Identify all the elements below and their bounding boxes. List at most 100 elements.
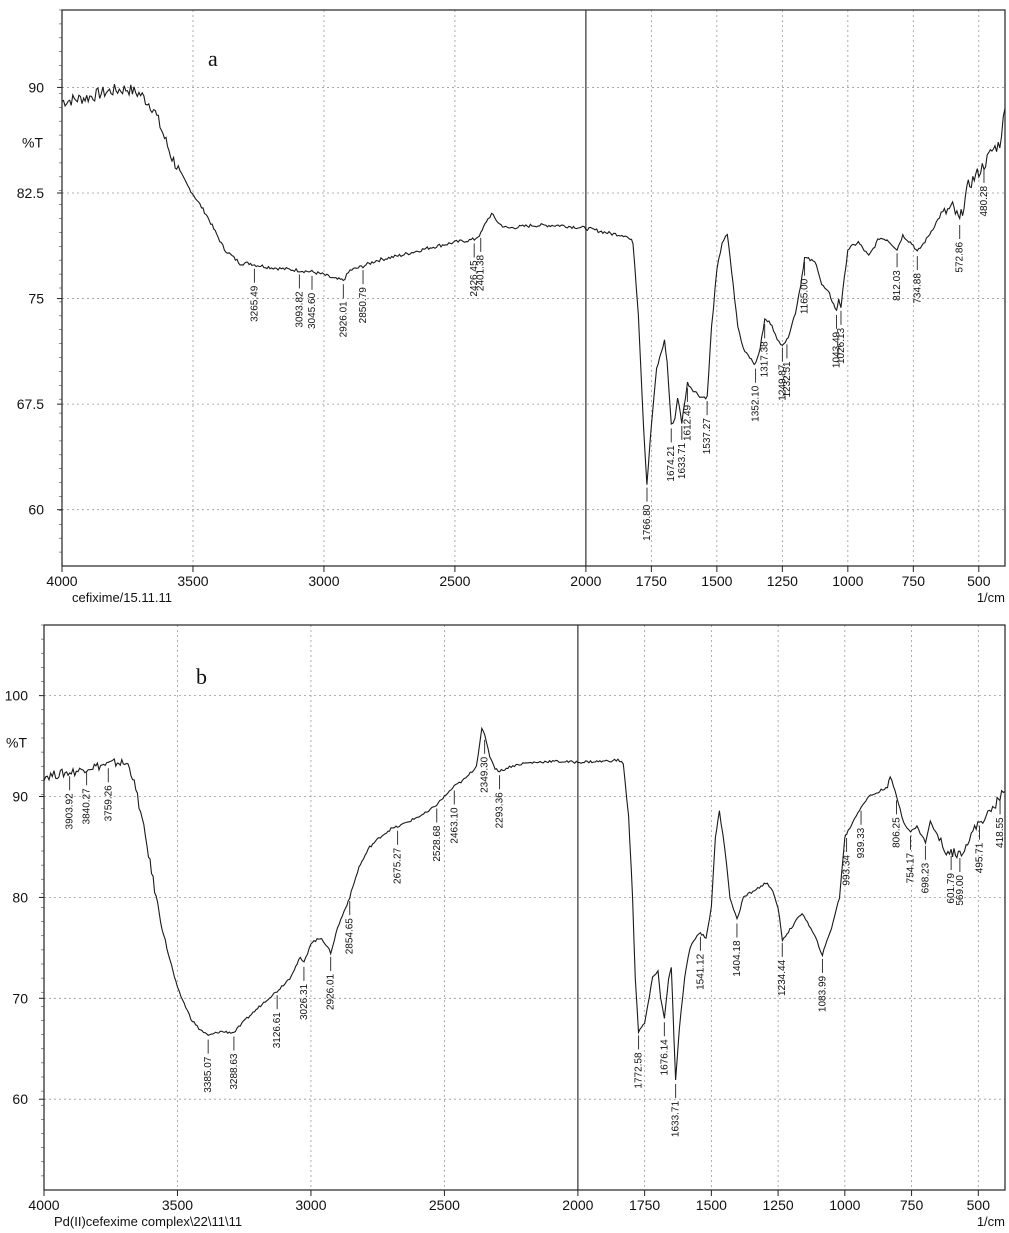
spectrum-trace [43, 726, 1006, 1081]
y-axis-label: %T [6, 735, 27, 751]
peak-label: 2528.68 [432, 825, 443, 862]
peak-label: 1232.51 [782, 361, 793, 398]
peak-label: 2349.30 [480, 756, 491, 793]
peak-label: 3045.60 [307, 292, 318, 329]
peak-label: 1234.44 [777, 959, 788, 996]
peak-label: 1026.13 [836, 327, 847, 364]
y-tick-label: 82.5 [17, 185, 44, 201]
x-tick-label: 3500 [162, 1197, 193, 1213]
peak-label: 3385.07 [203, 1056, 214, 1093]
sample-name-label: cefixime/15.11.11 [72, 590, 172, 605]
peak-label: 480.28 [979, 186, 990, 217]
peak-label: 3840.27 [82, 788, 93, 825]
x-tick-label: 2000 [562, 1197, 593, 1213]
sample-name-label: Pd(II)cefexime complex\22\11\11 [54, 1214, 242, 1229]
plot-frame [43, 624, 1006, 1191]
peak-label: 2293.36 [495, 792, 506, 829]
x-tick-label: 4000 [28, 1197, 59, 1213]
peak-label: 734.88 [912, 273, 923, 304]
spectrum-trace [61, 83, 1006, 485]
x-tick-label: 1500 [696, 1197, 727, 1213]
peak-label: 806.25 [892, 817, 903, 848]
x-unit-label: 1/cm [977, 1214, 1005, 1229]
x-tick-label: 3000 [295, 1197, 326, 1213]
peak-label: 3093.82 [294, 291, 305, 328]
y-tick-label: 80 [12, 889, 28, 905]
peak-label: 1772.58 [634, 1052, 645, 1089]
peak-label: 495.71 [974, 842, 985, 873]
peak-label: 3026.31 [299, 983, 310, 1020]
peak-label: 1633.71 [671, 1101, 682, 1138]
y-tick-label: 75 [28, 291, 44, 307]
peak-label: 1674.21 [666, 445, 677, 482]
x-tick-label: 2500 [429, 1197, 460, 1213]
peak-label: 1612.49 [682, 404, 693, 441]
x-tick-label: 1250 [763, 1197, 794, 1213]
x-unit-label: 1/cm [977, 590, 1005, 605]
y-tick-label: 70 [12, 990, 28, 1006]
peak-label: 3288.63 [229, 1053, 240, 1090]
peak-label: 418.55 [995, 817, 1006, 848]
x-tick-label: 3000 [308, 573, 339, 589]
x-tick-label: 2500 [439, 573, 470, 589]
peak-label: 2426.45 [469, 260, 480, 297]
peak-label: 1404.18 [732, 940, 743, 977]
peak-label: 3126.61 [272, 1012, 283, 1049]
y-tick-label: 90 [28, 79, 44, 95]
x-tick-label: 1250 [767, 573, 798, 589]
panel-letter: b [196, 664, 207, 689]
peak-label: 3903.92 [65, 793, 76, 830]
peak-label: 572.86 [955, 242, 966, 273]
x-tick-label: 3500 [177, 573, 208, 589]
y-tick-label: 100 [5, 688, 29, 704]
peak-label: 1043.49 [831, 331, 842, 368]
x-tick-label: 4000 [46, 573, 77, 589]
spectrum-panel-b: 4000 3500 3000 2500 2000 1750 1500 1250 1000 750 5… [5, 624, 1006, 1229]
x-tick-label: 500 [967, 1197, 991, 1213]
x-tick-label: 750 [900, 1197, 924, 1213]
x-tick-label: 500 [967, 573, 991, 589]
x-tick-label: 1000 [832, 573, 863, 589]
y-tick-label: 60 [12, 1091, 28, 1107]
x-tick-label: 1500 [701, 573, 732, 589]
peak-label: 1766.80 [642, 504, 653, 541]
peak-label: 1317.38 [760, 341, 771, 378]
peak-label: 2463.10 [449, 807, 460, 844]
peak-label: 569.00 [955, 875, 966, 906]
x-tick-label: 2000 [570, 573, 601, 589]
peak-label: 698.23 [920, 862, 931, 893]
peak-label: 3759.26 [103, 785, 114, 822]
peak-label: 1352.10 [751, 385, 762, 422]
plot-frame [61, 9, 1006, 567]
peak-label: 2926.01 [338, 301, 349, 338]
peak-label: 2850.79 [358, 287, 369, 324]
peak-label: 812.03 [892, 270, 903, 301]
peak-label: 939.33 [856, 827, 867, 858]
y-tick-label: 67.5 [17, 396, 44, 412]
peak-label: 1537.27 [702, 418, 713, 455]
peak-label: 3265.49 [249, 285, 260, 322]
peak-label: 2401.38 [476, 254, 487, 291]
peak-label: 993.34 [842, 855, 853, 886]
y-tick-label: 90 [12, 789, 28, 805]
x-tick-label: 750 [902, 573, 926, 589]
peak-label: 1541.12 [695, 953, 706, 990]
spectrum-panel-a: 4000 3500 3000 2500 2000 1750 1500 1250 1000 750 5… [17, 9, 1006, 605]
x-tick-label: 1000 [829, 1197, 860, 1213]
peak-label: 754.17 [905, 852, 916, 883]
panel-letter: a [208, 46, 218, 71]
y-tick-label: 60 [28, 502, 44, 518]
x-tick-label: 1750 [629, 1197, 660, 1213]
x-tick-label: 1750 [636, 573, 667, 589]
peak-label: 2926.01 [326, 973, 337, 1010]
peak-label: 2675.27 [393, 847, 404, 884]
peak-label: 1249.87 [777, 364, 788, 401]
peak-label: 601.79 [946, 873, 957, 904]
peak-label: 1633.71 [677, 442, 688, 479]
peak-label: 1083.99 [817, 975, 828, 1012]
peak-label: 1676.14 [659, 1039, 670, 1076]
peak-label: 1165.00 [800, 278, 811, 314]
peak-label: 2854.65 [345, 918, 356, 955]
y-axis-label: %T [22, 134, 43, 150]
